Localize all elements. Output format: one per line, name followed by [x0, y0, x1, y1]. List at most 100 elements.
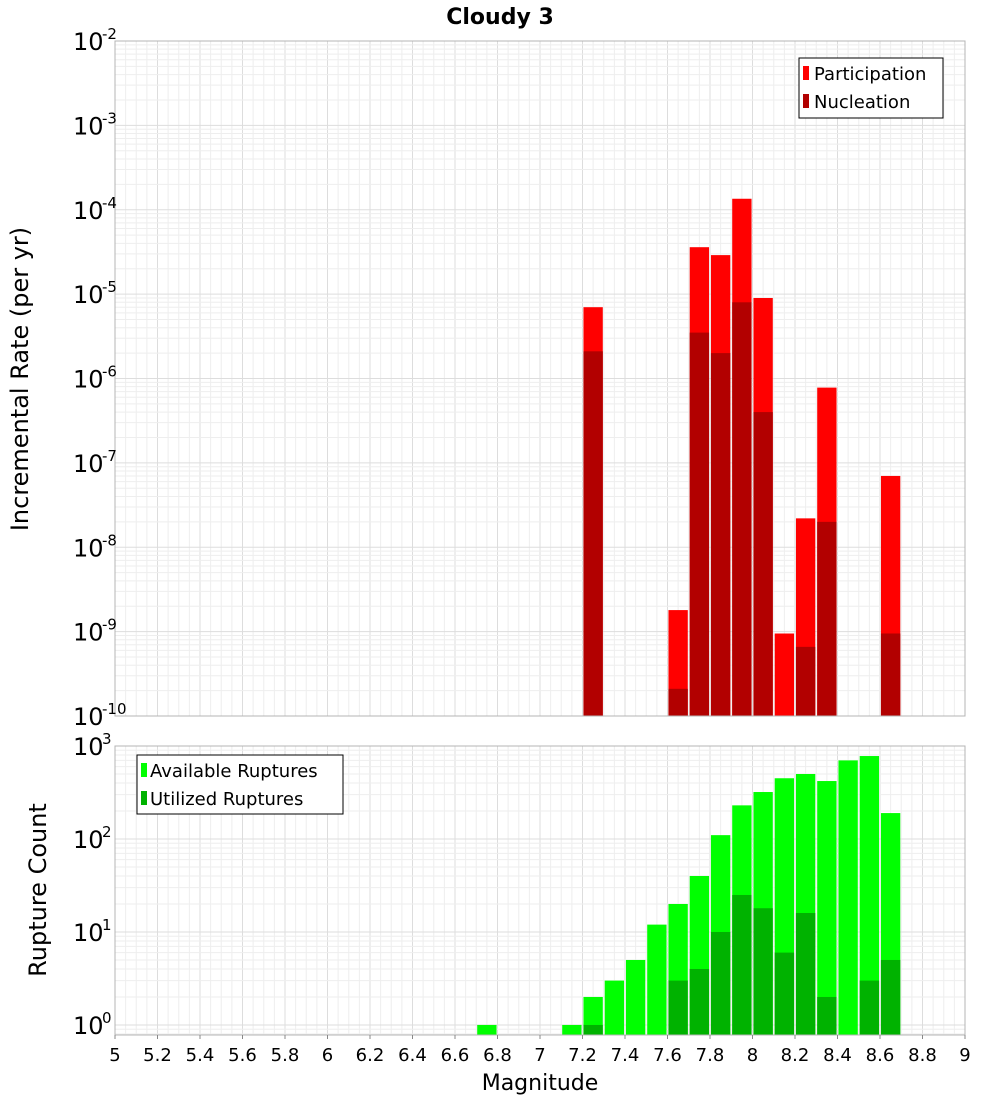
x-tick-label: 5.8: [271, 1045, 300, 1066]
top-y-tick-exponent: -7: [102, 447, 117, 465]
x-tick-label: 8.4: [823, 1045, 852, 1066]
bottom-y-tick-exponent: 2: [102, 823, 112, 841]
top-plot-frame: [114, 40, 966, 717]
bottom-bar-b: [795, 912, 816, 1035]
top-y-tick-exponent: -2: [102, 25, 117, 43]
legend-nucleation-swatch: [803, 94, 809, 108]
bottom-y-tick-label: 10: [73, 733, 104, 761]
bottom-bar-a: [477, 1024, 497, 1035]
bottom-bar-b: [583, 1024, 603, 1035]
top-y-tick-exponent: -9: [102, 616, 117, 634]
top-y-ticks: 10-210-310-410-510-610-710-810-910-10: [73, 25, 127, 731]
top-legend-box: [798, 57, 944, 119]
bottom-bar-b: [710, 931, 731, 1035]
bottom-bar-a: [838, 760, 858, 1035]
bottom-bar-b: [689, 968, 710, 1035]
top-bar-b: [710, 353, 731, 716]
top-bar-b: [795, 646, 816, 716]
top-y-tick-exponent: -8: [102, 531, 117, 549]
bottom-bar-a: [562, 1024, 582, 1035]
legend-participation-swatch: [803, 66, 809, 80]
chart-title: Cloudy 3: [446, 5, 554, 30]
bottom-bar-b: [880, 959, 901, 1035]
top-bars: [583, 198, 901, 717]
top-legend: Participation Nucleation: [798, 57, 944, 119]
top-y-tick-label: 10: [73, 703, 104, 731]
x-tick-label: 7.6: [653, 1045, 682, 1066]
top-y-tick-exponent: -10: [102, 700, 127, 718]
bottom-y-tick-label: 10: [73, 826, 104, 854]
bottom-bar-b: [817, 996, 837, 1035]
bottom-legend: Available Ruptures Utilized Ruptures: [136, 754, 344, 815]
bottom-bars: [477, 756, 901, 1035]
top-y-tick-label: 10: [73, 281, 104, 309]
bottom-y-tick-exponent: 1: [102, 916, 112, 934]
x-tick-label: 5.4: [186, 1045, 215, 1066]
legend-utilized-label: Utilized Ruptures: [150, 789, 303, 810]
x-tick-label: 6.4: [398, 1045, 427, 1066]
top-bar-b: [880, 633, 901, 716]
bottom-bar-a: [817, 781, 837, 1035]
top-y-tick-label: 10: [73, 619, 104, 647]
top-y-tick-label: 10: [73, 28, 104, 56]
bottom-bar-a: [604, 980, 625, 1035]
x-tick-label: 7.4: [611, 1045, 640, 1066]
x-tick-label: 8: [747, 1045, 758, 1066]
legend-nucleation-label: Nucleation: [814, 92, 910, 113]
bottom-bar-b: [753, 908, 773, 1035]
top-y-tick-label: 10: [73, 197, 104, 225]
top-bar-b: [583, 351, 603, 716]
x-tick-label: 6: [322, 1045, 333, 1066]
legend-available-swatch: [141, 763, 147, 777]
top-grid: [114, 40, 966, 717]
x-tick-label: 5.6: [228, 1045, 257, 1066]
top-y-tick-label: 10: [73, 366, 104, 394]
top-y-tick-label: 10: [73, 112, 104, 140]
top-y-tick-exponent: -5: [102, 278, 117, 296]
top-bar-b: [732, 302, 752, 716]
top-bar-b: [817, 521, 837, 716]
top-y-tick-label: 10: [73, 450, 104, 478]
bottom-y-tick-label: 10: [73, 919, 104, 947]
bottom-y-tick-exponent: 3: [102, 730, 112, 748]
x-tick-label: 7.2: [568, 1045, 597, 1066]
x-tick-label: 7.8: [696, 1045, 725, 1066]
x-tick-label: 9: [959, 1045, 970, 1066]
x-tick-label: 5: [109, 1045, 120, 1066]
bottom-legend-box: [136, 754, 344, 815]
bottom-bar-a: [625, 959, 646, 1035]
top-bar-a: [774, 633, 795, 716]
x-tick-label: 8.6: [866, 1045, 895, 1066]
x-tick-label: 5.2: [143, 1045, 172, 1066]
top-y-tick-exponent: -6: [102, 363, 117, 381]
top-bar-b: [689, 332, 710, 716]
bottom-bar-a: [647, 924, 667, 1035]
legend-utilized-swatch: [141, 791, 147, 805]
x-tick-label: 8.8: [908, 1045, 937, 1066]
top-y-tick-exponent: -4: [102, 194, 117, 212]
x-tick-label: 6.6: [441, 1045, 470, 1066]
legend-available-label: Available Ruptures: [150, 761, 318, 782]
x-tick-label: 6.2: [356, 1045, 385, 1066]
x-tick-label: 6.8: [483, 1045, 512, 1066]
bottom-bar-b: [774, 952, 795, 1035]
x-tick-label: 7: [534, 1045, 545, 1066]
bottom-bar-b: [859, 980, 880, 1035]
bottom-x-ticks: 5 5.2 5.4 5.6 5.8 6 6.2 6.4 6.6 6.8 7 7.2 7.4 7.6 7.8 8…: [109, 1035, 971, 1066]
bottom-bar-a: [859, 756, 880, 1035]
x-axis-label: Magnitude: [482, 1071, 599, 1096]
top-bar-b: [753, 412, 773, 716]
legend-participation-label: Participation: [814, 64, 926, 85]
bottom-bar-b: [732, 894, 752, 1035]
top-panel: 10-210-310-410-510-610-710-810-910-10 In…: [6, 25, 966, 731]
top-bar-b: [668, 688, 688, 716]
top-y-tick-label: 10: [73, 534, 104, 562]
bottom-y-tick-exponent: 0: [102, 1009, 112, 1027]
bottom-y-tick-label: 10: [73, 1012, 104, 1040]
bottom-bar-b: [668, 980, 688, 1035]
top-y-axis-label: Incremental Rate (per yr): [6, 227, 34, 531]
bottom-y-axis-label: Rupture Count: [24, 803, 52, 977]
